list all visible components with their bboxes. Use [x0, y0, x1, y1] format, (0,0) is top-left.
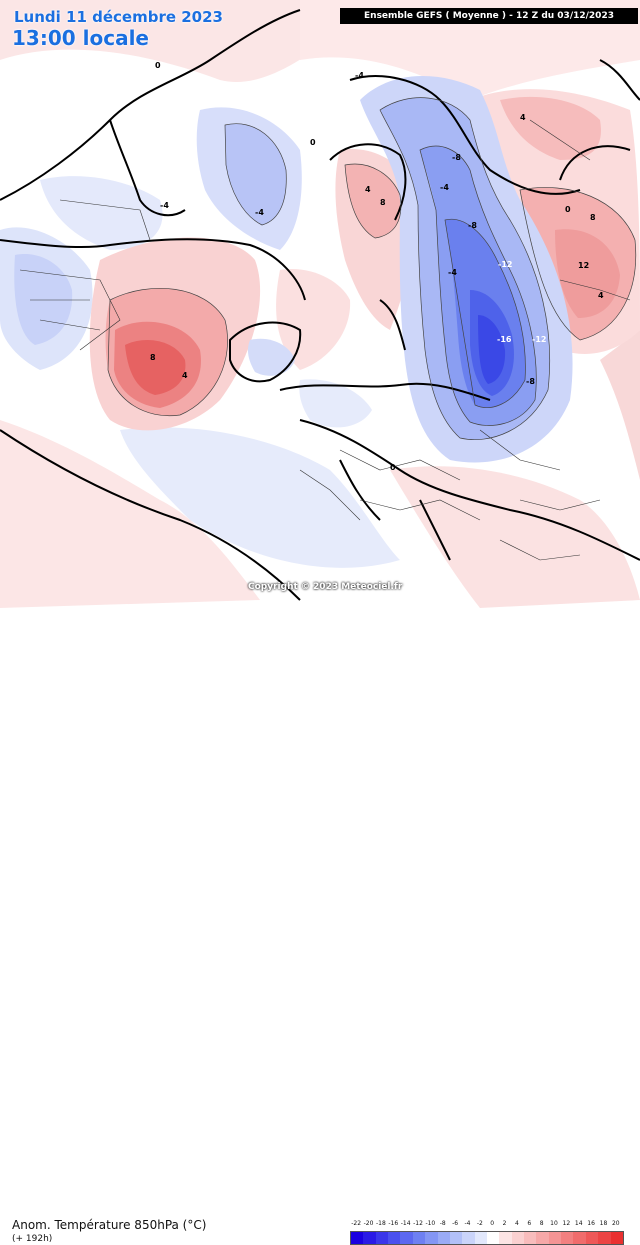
- copyright-notice: Copyright © 2023 Meteociel.fr: [248, 582, 403, 592]
- color-scale-tick-label: 0: [490, 1220, 495, 1227]
- isoline-label: -4: [355, 71, 364, 80]
- color-scale-swatch: [524, 1232, 537, 1244]
- color-scale-swatch: [375, 1232, 389, 1244]
- color-scale-swatch: [363, 1232, 376, 1244]
- isoline-label: -8: [452, 153, 461, 162]
- isoline-label: -4: [255, 208, 264, 217]
- color-scale-tick-label: -10: [425, 1220, 436, 1227]
- color-scale-swatch: [598, 1232, 611, 1244]
- color-scale-swatch: [548, 1232, 562, 1244]
- color-scale-tick-label: 12: [562, 1220, 571, 1227]
- isoline-label: -4: [440, 183, 449, 192]
- color-scale-tick-label: 16: [587, 1220, 595, 1227]
- cold-anomaly-east: [360, 76, 573, 463]
- warm-anomaly-west: [89, 237, 261, 431]
- color-scale-tick-label: 2: [502, 1220, 507, 1227]
- color-scale-tick-label: -8: [439, 1220, 446, 1227]
- isotherm-contours: [107, 97, 637, 440]
- isoline-label: 4: [520, 113, 526, 122]
- color-scale-tick-label: 8: [539, 1220, 544, 1227]
- parameter-title: Anom. Température 850hPa (°C): [12, 1218, 207, 1232]
- color-scale-swatch: [388, 1232, 401, 1244]
- color-scale-swatch: [400, 1232, 413, 1244]
- color-scale-tick-label: -12: [413, 1220, 423, 1227]
- color-scale-labels: -22 -20 -18 -16 -14 -12 -10 -8 -6 -4 -2 0 2 4 6 8 10 12 14…: [344, 1220, 636, 1230]
- run-info-bar: Ensemble GEFS ( Moyenne ) - 12 Z du 03/1…: [340, 8, 638, 24]
- isoline-label: -16: [497, 335, 512, 344]
- color-scale-tick-label: -18: [376, 1220, 386, 1227]
- color-scale-swatch: [412, 1232, 426, 1244]
- lead-time: (+ 192h): [12, 1234, 53, 1244]
- coastlines: [0, 9, 640, 601]
- temperature-anomaly-map: -16 -12 -12 -8 -8 -8 -4 -4 -4 -4 -4 0 0 …: [0, 0, 640, 608]
- color-scale-swatch: [425, 1232, 438, 1244]
- isoline-label: 4: [182, 371, 188, 380]
- isoline-label: 0: [155, 61, 161, 70]
- isoline-label: 0: [390, 463, 396, 472]
- color-scale-swatch: [474, 1232, 487, 1244]
- isoline-labels: -16 -12 -12 -8 -8 -8 -4 -4 -4 -4 -4 0 0 …: [150, 61, 604, 472]
- color-scale-swatch: [351, 1232, 364, 1244]
- color-scale-swatch: [486, 1232, 500, 1244]
- color-scale-swatch: [462, 1232, 475, 1244]
- color-scale-tick-label: -22: [351, 1220, 362, 1227]
- color-scale-swatch: [585, 1232, 599, 1244]
- isoline-label: 12: [578, 261, 589, 270]
- color-scale-tick-label: -2: [476, 1220, 483, 1227]
- color-scale-tick-label: 6: [527, 1220, 532, 1227]
- isoline-label: -12: [532, 335, 546, 344]
- color-scale-tick-label: -16: [388, 1220, 399, 1227]
- color-scale-swatch: [561, 1232, 574, 1244]
- isoline-label: -8: [468, 221, 477, 230]
- isoline-label: 8: [150, 353, 156, 362]
- color-scale-swatch: [573, 1232, 586, 1244]
- color-scale-swatch: [437, 1232, 450, 1244]
- color-scale-swatch: [499, 1232, 512, 1244]
- color-scale-tick-label: 10: [550, 1220, 558, 1227]
- isoline-label: 8: [590, 213, 596, 222]
- color-scale-tick-label: 14: [574, 1220, 583, 1227]
- isoline-label: -4: [448, 268, 457, 277]
- isoline-label: -8: [526, 377, 535, 386]
- color-scale-tick-label: 18: [599, 1220, 608, 1227]
- isoline-label: -12: [498, 260, 512, 269]
- cold-patch-north-sea: [299, 379, 372, 428]
- color-scale-swatch: [449, 1232, 463, 1244]
- color-scale-tick-label: 4: [514, 1220, 519, 1227]
- color-scale-swatch: [610, 1232, 623, 1244]
- color-scale-bar: [350, 1231, 624, 1245]
- isoline-label: 8: [380, 198, 386, 207]
- isoline-label: 4: [598, 291, 604, 300]
- forecast-date: Lundi 11 décembre 2023: [14, 8, 223, 26]
- cold-patch-atlantic: [247, 338, 295, 376]
- isoline-label: 4: [365, 185, 371, 194]
- color-scale-tick-label: -6: [452, 1220, 459, 1227]
- forecast-local-time: 13:00 locale: [12, 26, 149, 50]
- color-scale-tick-label: 20: [611, 1220, 620, 1227]
- isoline-label: -4: [160, 201, 169, 210]
- color-scale-tick-label: -4: [464, 1220, 471, 1227]
- color-scale-swatch: [536, 1232, 549, 1244]
- color-scale-tick-label: -20: [363, 1220, 374, 1227]
- color-scale-tick-label: -14: [400, 1220, 411, 1227]
- anomaly-fields: [0, 0, 640, 608]
- political-borders: [19, 119, 631, 561]
- color-scale-swatch: [511, 1232, 525, 1244]
- isoline-label: 0: [565, 205, 571, 214]
- isoline-label: 0: [310, 138, 316, 147]
- footer: Anom. Température 850hPa (°C) (+ 192h) -…: [0, 608, 640, 1245]
